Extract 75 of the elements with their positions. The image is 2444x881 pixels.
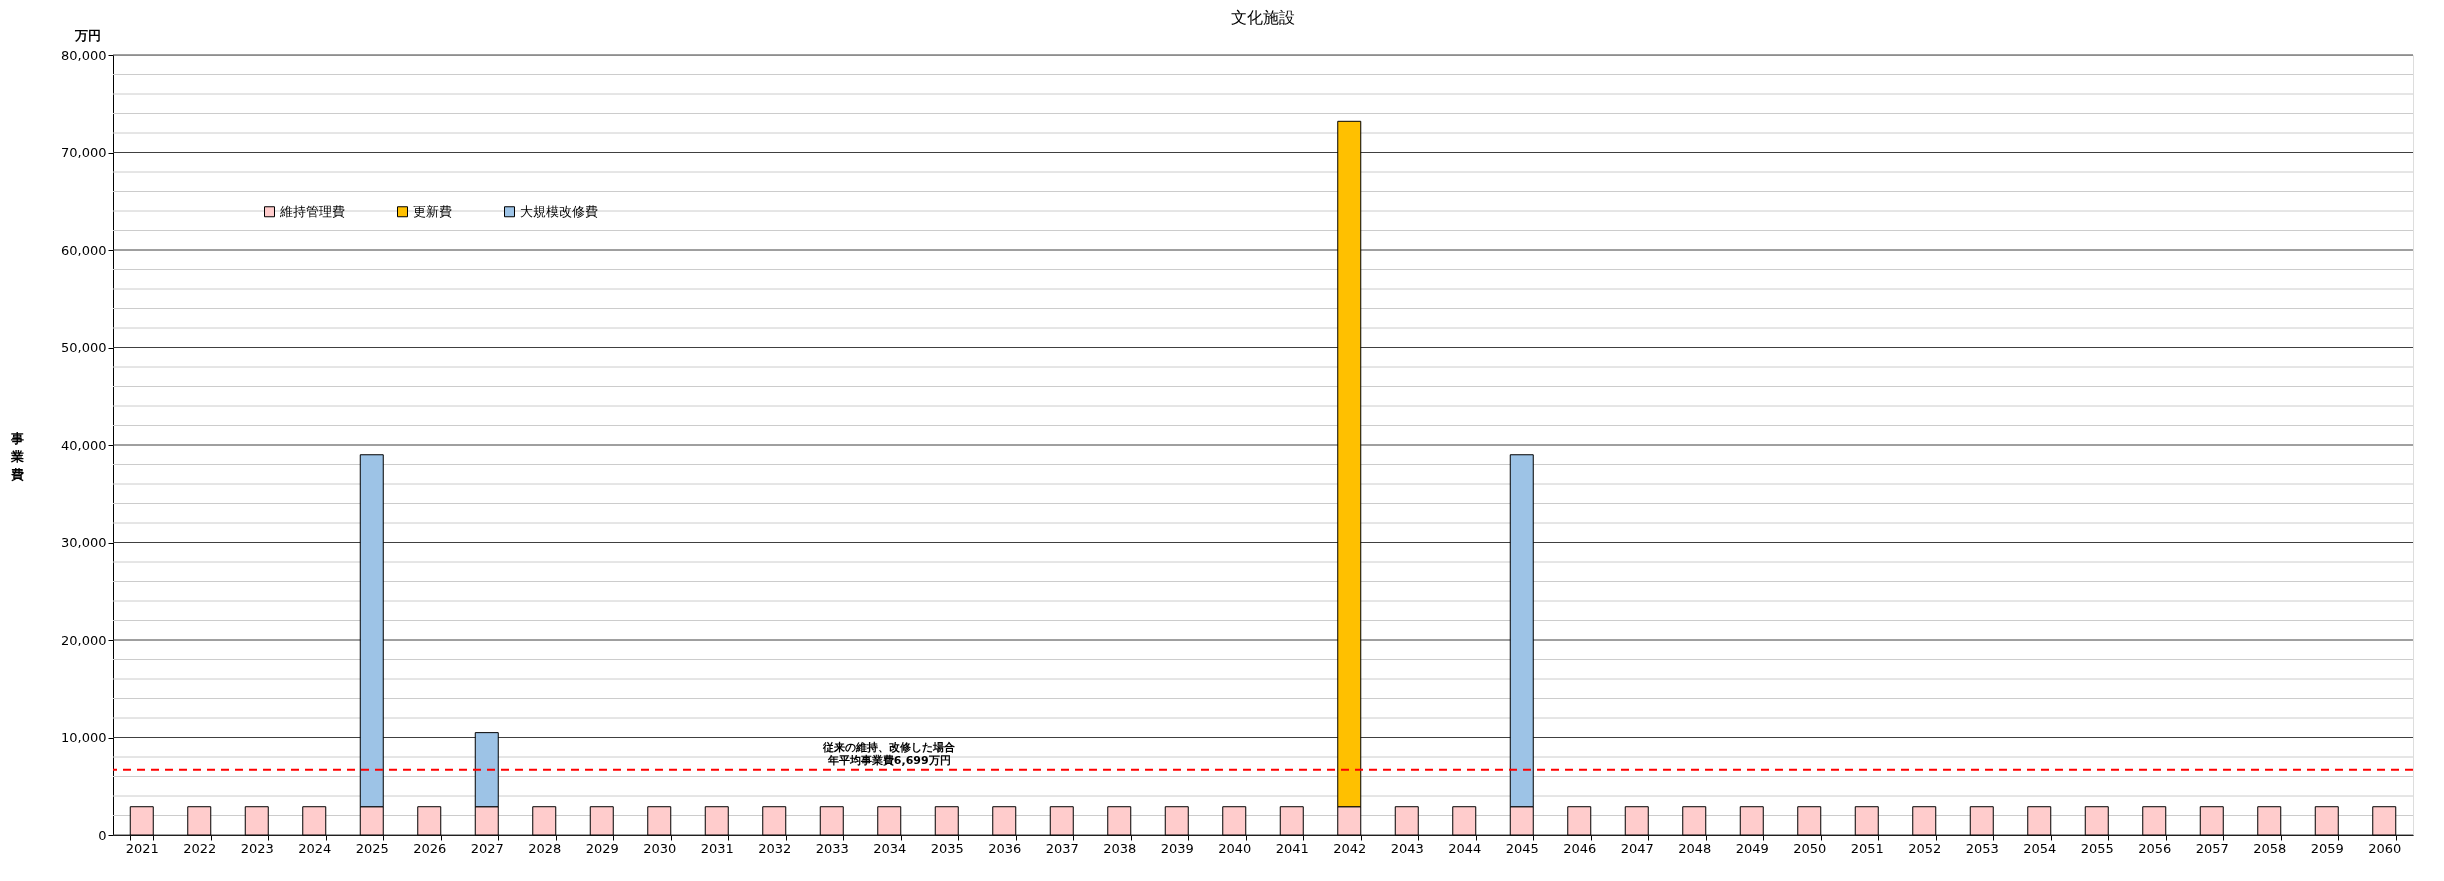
x-tick-label: 2027: [470, 840, 504, 856]
bar: [1567, 806, 1592, 836]
y-tick-label: 40,000: [61, 437, 107, 453]
x-tick-label: 2044: [1448, 840, 1482, 856]
y-tick-label: 10,000: [61, 730, 107, 745]
x-tick-label: 2029: [585, 840, 619, 856]
x-tick-label: 2052: [1908, 840, 1942, 856]
x-tick-label: 2059: [2310, 840, 2344, 856]
x-tick-label: 2041: [1275, 840, 1309, 856]
x-tick-label: 2049: [1735, 840, 1769, 856]
y-tick-label: 20,000: [61, 632, 107, 648]
text: 万円: [74, 28, 101, 43]
bar: [762, 806, 787, 836]
x-tick-label: 2037: [1045, 840, 1079, 856]
bar: [417, 806, 442, 836]
x-tick-label: 2039: [1160, 840, 1194, 856]
bar: [1682, 806, 1707, 836]
legend-label: 維持管理費: [279, 203, 345, 219]
legend-label: 大規模改修費: [520, 203, 598, 219]
x-tick-label: 2045: [1505, 840, 1539, 856]
x-tick-label: 2034: [873, 840, 907, 856]
bar: [992, 806, 1017, 836]
x-tick-label: 2026: [413, 840, 447, 856]
x-tick-label: 2022: [183, 840, 217, 856]
x-tick-label: 2047: [1620, 840, 1654, 856]
x-tick-label: 2040: [1218, 840, 1252, 856]
bar: [302, 806, 327, 836]
x-tick-label: 2033: [815, 840, 849, 856]
bar: [2257, 806, 2282, 836]
x-tick-label: 2048: [1678, 840, 1712, 856]
bar: [2142, 806, 2167, 836]
y-tick-label: 30,000: [61, 535, 107, 550]
bar: [1222, 806, 1247, 836]
chart-title: 文化施設: [1231, 8, 1295, 27]
x-tick-label: 2057: [2195, 840, 2229, 856]
x-tick-label: 2021: [125, 840, 159, 856]
y-tick-label: 60,000: [61, 242, 107, 258]
x-tick-label: 2035: [930, 840, 964, 856]
bar: [2027, 806, 2052, 836]
legend-label: 更新費: [413, 203, 452, 219]
bar: [187, 806, 212, 836]
x-tick-label: 2055: [2080, 840, 2114, 856]
x-tick-label: 2051: [1850, 840, 1884, 856]
y-tick-label: 0: [98, 827, 107, 843]
x-tick-label: 2024: [298, 840, 332, 856]
x-tick-label: 2031: [700, 840, 734, 856]
bar: [1107, 806, 1132, 836]
x-tick-label: 2028: [528, 840, 562, 856]
y-tick-label: 80,000: [61, 47, 107, 63]
x-tick-label: 2036: [988, 840, 1022, 856]
x-tick-label: 2032: [758, 840, 792, 856]
y-tick-label: 70,000: [61, 145, 107, 160]
x-tick-label: 2053: [1965, 840, 1999, 856]
bar: [877, 806, 902, 836]
x-tick-label: 2023: [240, 840, 274, 856]
x-tick-label: 2046: [1563, 840, 1597, 856]
bar: [1912, 806, 1937, 836]
x-tick-label: 2054: [2023, 840, 2057, 856]
y-axis-title: 事業費: [9, 430, 24, 482]
x-tick-label: 2058: [2253, 840, 2287, 856]
x-tick-label: 2025: [355, 840, 389, 856]
x-tick-label: 2043: [1390, 840, 1424, 856]
ref-line-label: 従来の維持、改修した場合年平均事業費6,699万円: [822, 740, 957, 767]
x-tick-label: 2056: [2138, 840, 2172, 856]
bar: [1797, 806, 1822, 836]
bar: [647, 806, 672, 836]
x-tick-label: 2030: [643, 840, 677, 856]
x-tick-label: 2050: [1793, 840, 1827, 856]
bar: [1452, 806, 1477, 836]
x-tick-label: 2038: [1103, 840, 1137, 856]
y-tick-label: 50,000: [61, 340, 107, 355]
bar: [2372, 806, 2397, 836]
x-tick-label: 2060: [2368, 840, 2402, 856]
x-tick-label: 2042: [1333, 840, 1367, 856]
bar: [532, 806, 557, 836]
